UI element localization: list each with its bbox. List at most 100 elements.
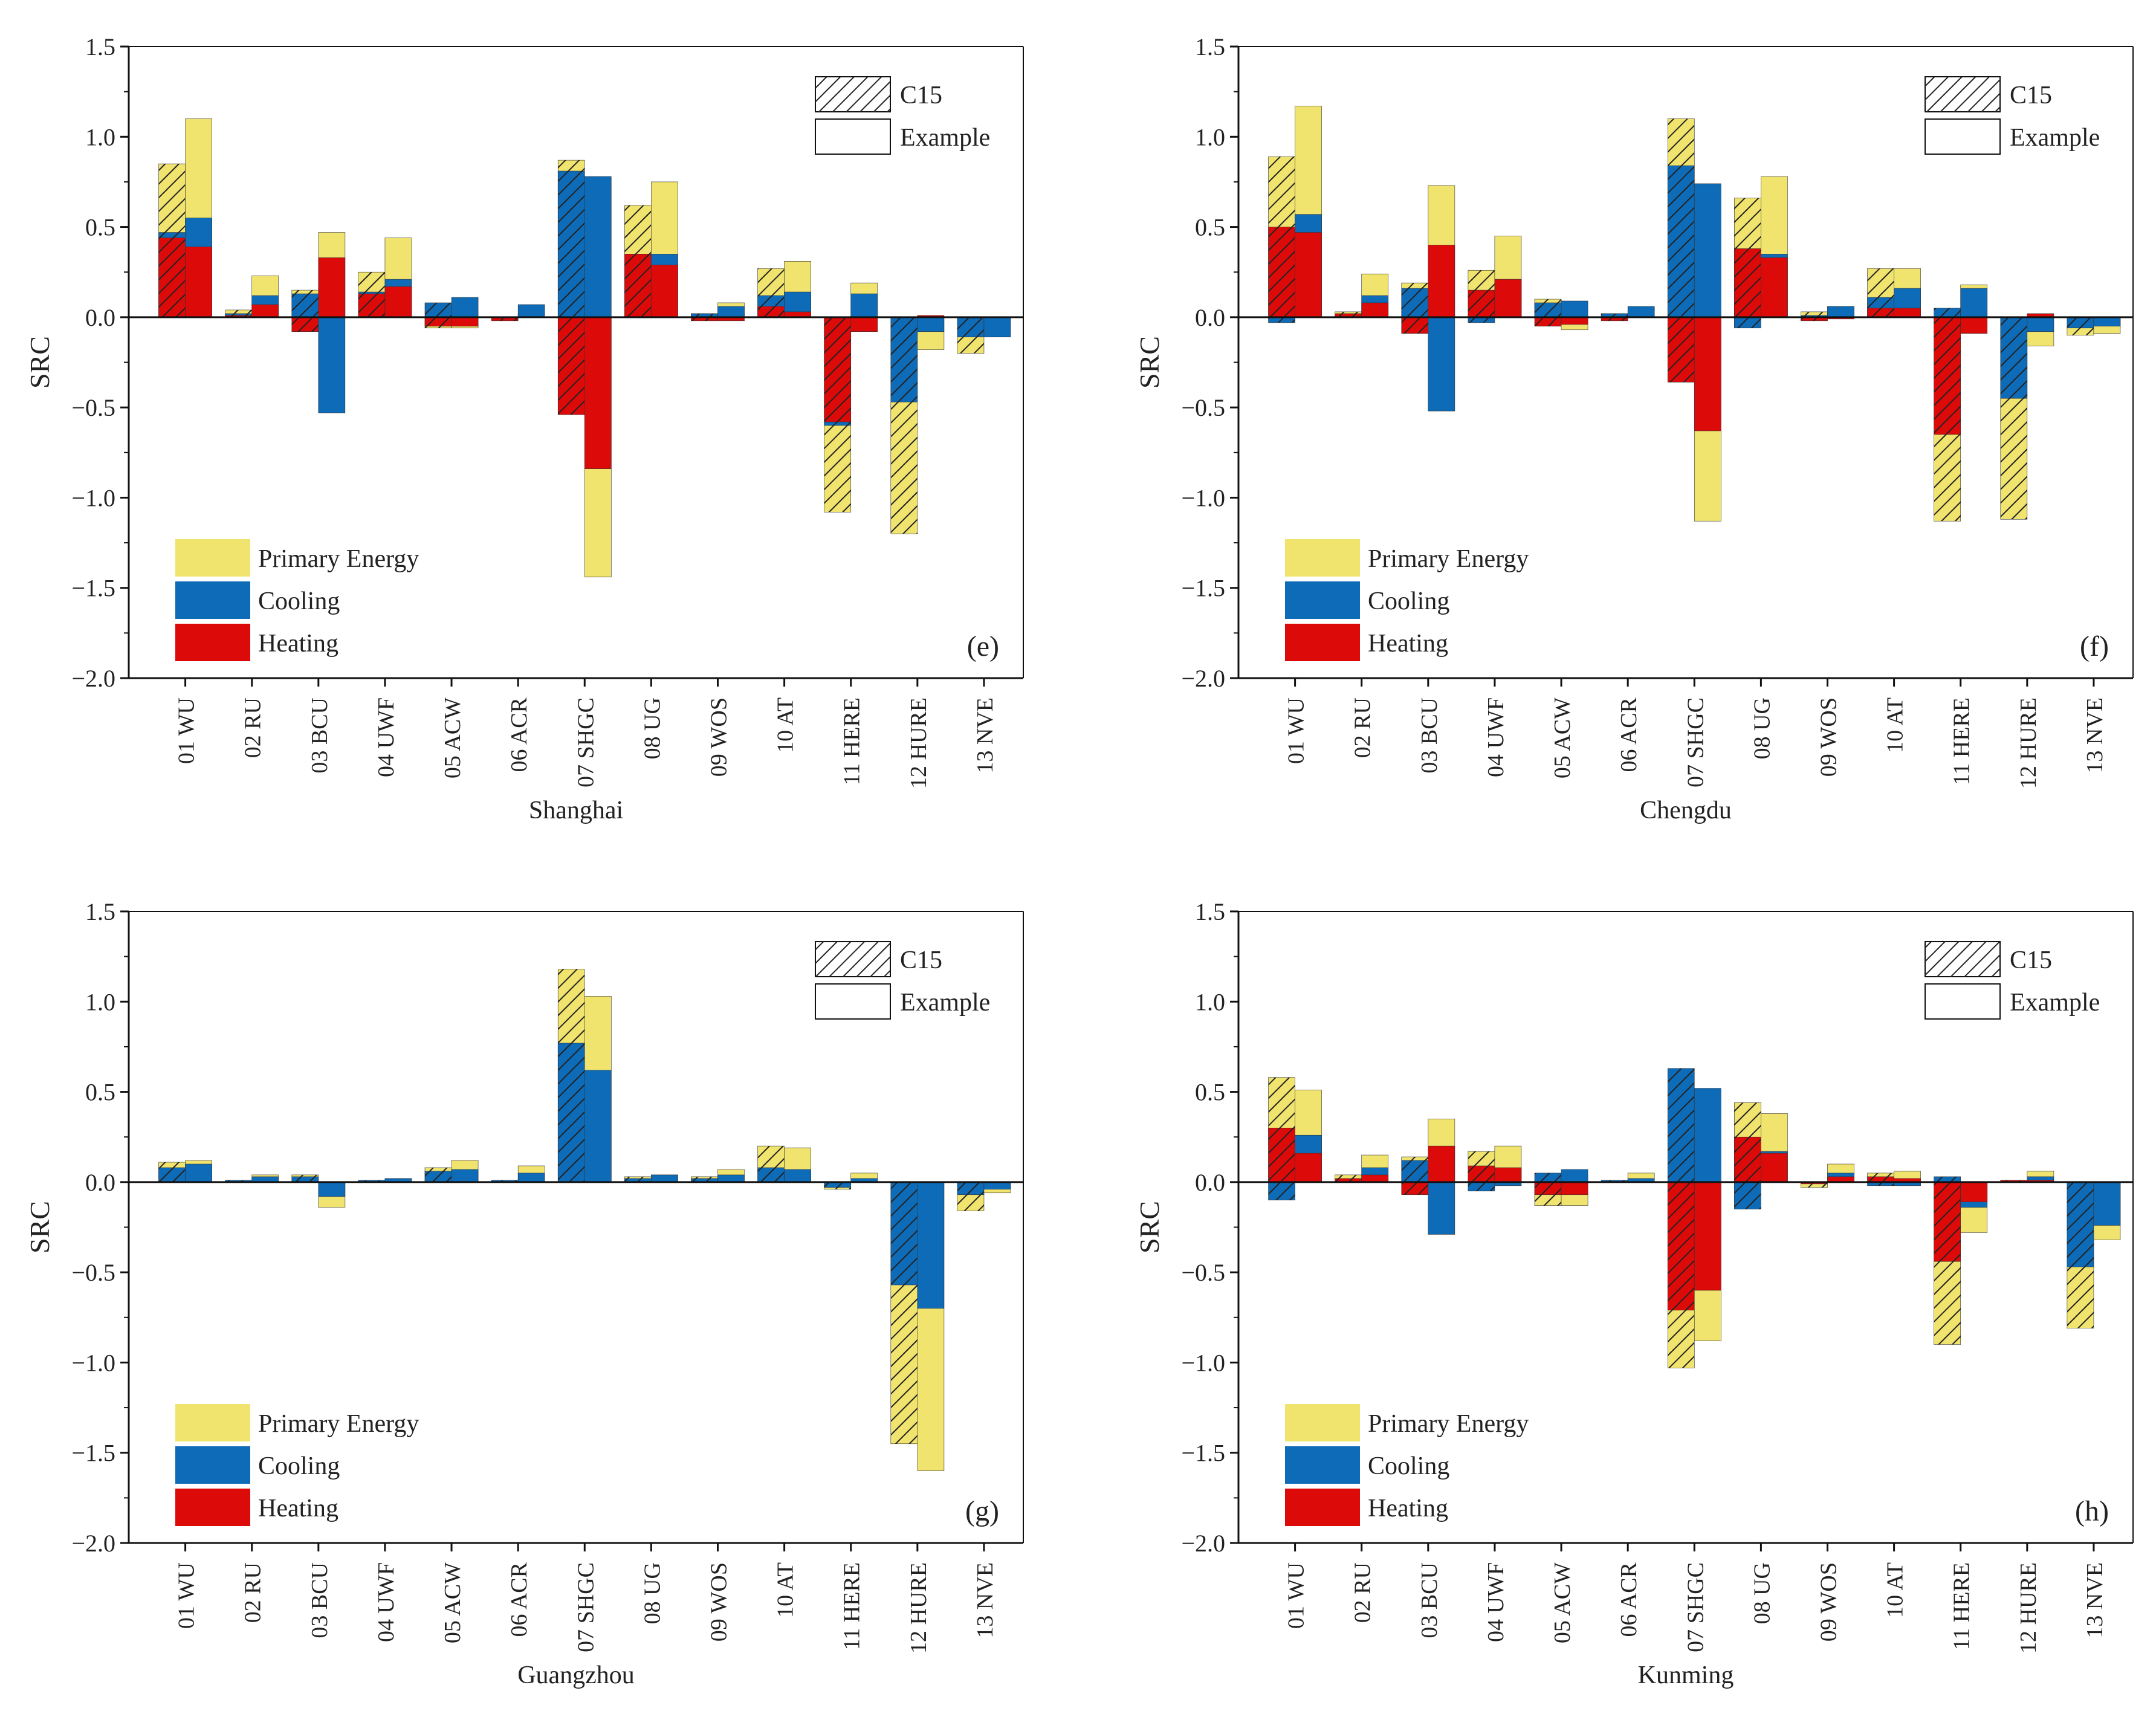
x-tick-label: 12 HURE bbox=[2016, 697, 2041, 789]
x-axis-label: Guangzhou bbox=[517, 1661, 635, 1689]
legend-series-label: Heating bbox=[1368, 1495, 1448, 1522]
legend-c15-label: C15 bbox=[900, 82, 942, 109]
bar-hatch bbox=[824, 317, 851, 422]
bar bbox=[1428, 1145, 1455, 1183]
y-tick-label: 0.0 bbox=[85, 304, 115, 331]
chart-panel: 1.5 1.0 0.5 0.0 −0.5 −1.0 −1.5 −2.0 01 WU 02 RU 03… bbox=[24, 898, 1024, 1689]
x-tick-label: 01 WU bbox=[174, 697, 199, 764]
bar bbox=[1295, 1153, 1322, 1183]
bar bbox=[1960, 317, 1988, 334]
x-axis-label: Kunming bbox=[1638, 1661, 1734, 1689]
bar bbox=[850, 317, 878, 332]
x-tick-label: 10 AT bbox=[1883, 697, 1908, 753]
y-axis-label: SRC bbox=[1134, 1201, 1165, 1253]
x-tick-label: 08 UG bbox=[639, 1562, 665, 1624]
x-tick-label: 07 SHGC bbox=[1683, 697, 1708, 788]
bar bbox=[1761, 257, 1788, 318]
bar-hatch bbox=[425, 317, 452, 326]
x-tick-label: 08 UG bbox=[1749, 1562, 1775, 1624]
bar bbox=[983, 1182, 1011, 1190]
legend-c15-label: C15 bbox=[2010, 82, 2052, 109]
legend-series-label: Primary Energy bbox=[1368, 545, 1529, 573]
bar bbox=[784, 1169, 811, 1183]
bar-hatch bbox=[691, 317, 718, 321]
legend-swatch-c15-hatch bbox=[815, 77, 890, 112]
x-tick-label: 06 ACR bbox=[507, 1562, 532, 1637]
bar-hatch bbox=[1401, 317, 1428, 334]
bar-hatch bbox=[1934, 1176, 1961, 1182]
bar bbox=[1561, 1169, 1588, 1183]
bar-hatch bbox=[1335, 313, 1362, 317]
x-tick-label: 06 ACR bbox=[1616, 697, 1642, 772]
bar bbox=[1694, 1088, 1721, 1183]
legend-example-label: Example bbox=[900, 124, 990, 152]
legend-swatch-primary-energy bbox=[175, 1404, 250, 1441]
bar bbox=[983, 317, 1011, 337]
bar-hatch bbox=[1535, 1172, 1562, 1182]
bar-hatch bbox=[1468, 1182, 1495, 1191]
y-tick-label: 1.5 bbox=[85, 33, 115, 60]
bar bbox=[1761, 1153, 1788, 1183]
x-tick-label: 09 WOS bbox=[706, 697, 731, 777]
chart-panel: 1.5 1.0 0.5 0.0 −0.5 −1.0 −1.5 −2.0 01 WU 02 RU 03… bbox=[1134, 33, 2134, 824]
bar-hatch bbox=[1867, 1182, 1894, 1186]
legend-swatch-c15-hatch bbox=[1925, 942, 2000, 977]
legend-swatch-primary-energy bbox=[1285, 539, 1360, 577]
legend-swatch-cooling bbox=[1285, 581, 1360, 619]
bar bbox=[584, 1070, 612, 1183]
bar bbox=[318, 1182, 346, 1197]
y-tick-label: −2.0 bbox=[1181, 1530, 1225, 1557]
x-tick-label: 05 ACW bbox=[1550, 697, 1575, 778]
legend-swatch-cooling bbox=[175, 581, 250, 619]
y-tick-label: −1.0 bbox=[1181, 484, 1225, 511]
x-tick-label: 09 WOS bbox=[1816, 1562, 1841, 1641]
y-tick-label: 1.0 bbox=[1195, 988, 1225, 1015]
bar bbox=[318, 317, 346, 413]
bar-hatch bbox=[757, 1167, 785, 1182]
y-tick-label: 1.5 bbox=[1195, 33, 1225, 60]
bar bbox=[451, 317, 479, 327]
bar bbox=[584, 317, 612, 469]
bar-hatch bbox=[1401, 1182, 1428, 1195]
bar-hatch bbox=[558, 171, 585, 317]
bar bbox=[1428, 317, 1455, 412]
bar bbox=[1561, 1182, 1588, 1195]
bar bbox=[850, 293, 878, 318]
x-tick-label: 04 UWF bbox=[1483, 1562, 1509, 1642]
x-tick-label: 03 BCU bbox=[1417, 1562, 1442, 1638]
bar bbox=[185, 1163, 212, 1183]
bar-hatch bbox=[1668, 1068, 1695, 1182]
bar bbox=[318, 257, 346, 318]
legend-series-label: Heating bbox=[258, 630, 338, 658]
bar-hatch bbox=[158, 238, 186, 317]
bar-hatch bbox=[624, 254, 652, 317]
bar-hatch bbox=[691, 313, 718, 317]
y-tick-label: 1.0 bbox=[85, 988, 115, 1015]
legend-swatch-c15-hatch bbox=[815, 942, 890, 977]
bar bbox=[1694, 183, 1721, 318]
bar-hatch bbox=[1268, 317, 1295, 323]
x-tick-label: 08 UG bbox=[1749, 697, 1775, 759]
legend-swatch-heating bbox=[175, 1489, 250, 1526]
bar bbox=[1960, 288, 1988, 318]
legend-swatch-heating bbox=[1285, 1489, 1360, 1526]
bar-hatch bbox=[890, 317, 918, 403]
legend-example-label: Example bbox=[900, 989, 990, 1017]
bar bbox=[1494, 1167, 1522, 1183]
panel-label: (e) bbox=[967, 630, 999, 662]
legend-series-label: Heating bbox=[258, 1495, 338, 1522]
legend-swatch-example bbox=[1925, 118, 2001, 155]
bar-hatch bbox=[1801, 311, 1828, 317]
bar bbox=[185, 247, 212, 318]
x-tick-label: 10 AT bbox=[773, 1562, 798, 1618]
bar-hatch bbox=[957, 1182, 984, 1195]
x-tick-label: 03 BCU bbox=[307, 697, 332, 774]
bar-hatch bbox=[1734, 1137, 1761, 1182]
y-tick-label: −2.0 bbox=[1181, 665, 1225, 692]
bar-hatch bbox=[425, 1171, 452, 1182]
bar-hatch bbox=[1668, 317, 1695, 383]
x-tick-label: 09 WOS bbox=[706, 1562, 731, 1641]
legend-swatch-primary-energy bbox=[175, 539, 250, 577]
x-tick-label: 10 AT bbox=[773, 697, 798, 753]
